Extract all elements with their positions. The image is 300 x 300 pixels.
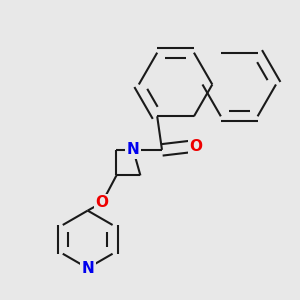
Text: N: N — [127, 142, 140, 158]
Text: O: O — [190, 139, 203, 154]
Text: O: O — [96, 195, 109, 210]
Text: N: N — [81, 261, 94, 276]
